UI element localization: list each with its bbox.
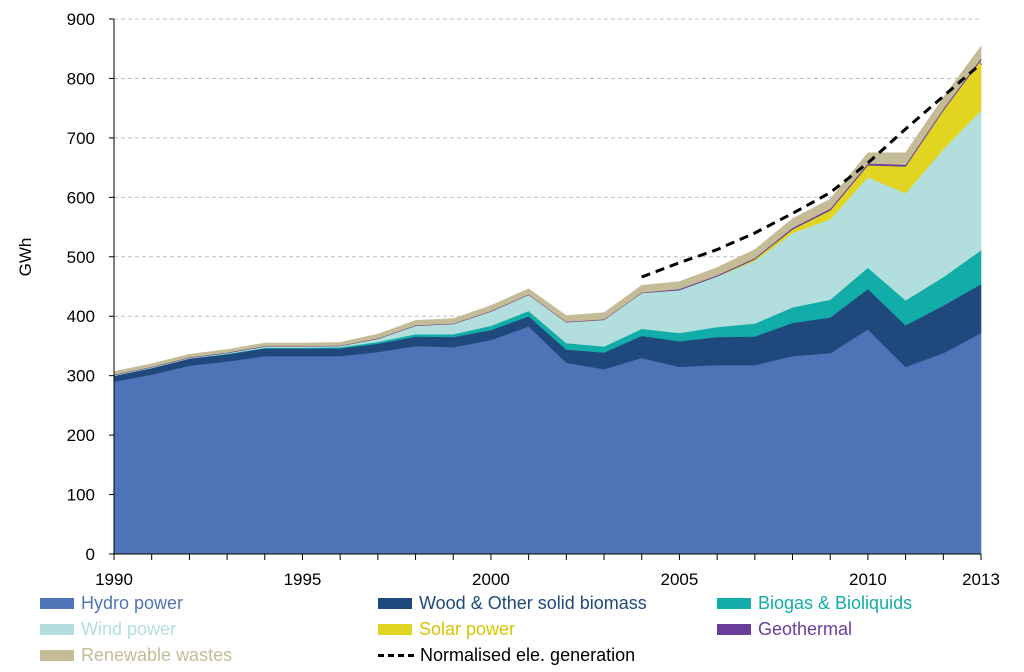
x-tick-label: 1995 — [284, 570, 322, 589]
legend-label: Wind power — [81, 618, 177, 639]
y-tick-label: 500 — [67, 248, 95, 267]
legend-label: Renewable wastes — [81, 644, 233, 665]
area-renewable-wastes — [113, 45, 982, 375]
legend-swatch — [40, 649, 74, 661]
legend-item-wood-and-other-solid-biomass: Wood & Other solid biomass — [378, 590, 647, 616]
legend-item-hydro-power: Hydro power — [40, 590, 183, 616]
y-tick-label: 200 — [67, 426, 95, 445]
legend-label: Solar power — [419, 618, 516, 639]
legend-label: Biogas & Bioliquids — [758, 592, 913, 613]
y-tick-label: 800 — [67, 69, 95, 88]
y-tick-label: 400 — [67, 307, 95, 326]
y-axis-label: GWh — [16, 238, 35, 277]
legend-item-wind-power: Wind power — [40, 616, 176, 642]
y-tick-label: 300 — [67, 367, 95, 386]
stacked-areas — [113, 45, 982, 555]
y-tick-label: 700 — [67, 129, 95, 148]
x-tick-label: 1990 — [95, 570, 133, 589]
legend-label: Wood & Other solid biomass — [419, 592, 647, 613]
y-tick-label: 0 — [86, 545, 95, 564]
x-tick-label: 2005 — [661, 570, 699, 589]
area-hydro-power — [113, 325, 982, 555]
legend-item-renewable-wastes: Renewable wastes — [40, 642, 232, 668]
legend-swatch — [717, 597, 751, 609]
y-tick-label: 600 — [67, 188, 95, 207]
legend-swatch — [378, 623, 412, 635]
area-chart: 0 100 200 300 400 500 600 700 800 900 1990 1995 200… — [16, 10, 1000, 589]
legend-label: Normalised ele. generation — [420, 644, 636, 665]
axes — [109, 18, 982, 560]
x-tick-labels: 1990 1995 2000 2005 2010 2013 — [95, 570, 1000, 589]
x-tick-label: 2000 — [472, 570, 510, 589]
legend-item-solar-power: Solar power — [378, 616, 515, 642]
x-tick-label: 2010 — [849, 570, 887, 589]
y-tick-label: 100 — [67, 486, 95, 505]
y-tick-label: 900 — [67, 10, 95, 29]
legend: Hydro power Wood & Other solid biomass Bio… — [40, 590, 1000, 670]
legend-swatch — [378, 653, 414, 657]
legend-label: Geothermal — [758, 618, 853, 639]
normalised-generation-line — [641, 62, 982, 279]
legend-swatch — [378, 597, 412, 609]
legend-item-normalised-ele-generation: Normalised ele. generation — [378, 642, 635, 668]
legend-swatch — [717, 623, 751, 635]
y-tick-labels: 0 100 200 300 400 500 600 700 800 900 — [67, 10, 95, 564]
legend-label: Hydro power — [81, 592, 184, 613]
legend-swatch — [40, 597, 74, 609]
legend-swatch — [40, 623, 74, 635]
legend-item-biogas-and-bioliquids: Biogas & Bioliquids — [717, 590, 912, 616]
x-tick-label: 2013 — [962, 570, 1000, 589]
line-normalised-ele-generation — [641, 62, 982, 279]
legend-item-geothermal: Geothermal — [717, 616, 852, 642]
